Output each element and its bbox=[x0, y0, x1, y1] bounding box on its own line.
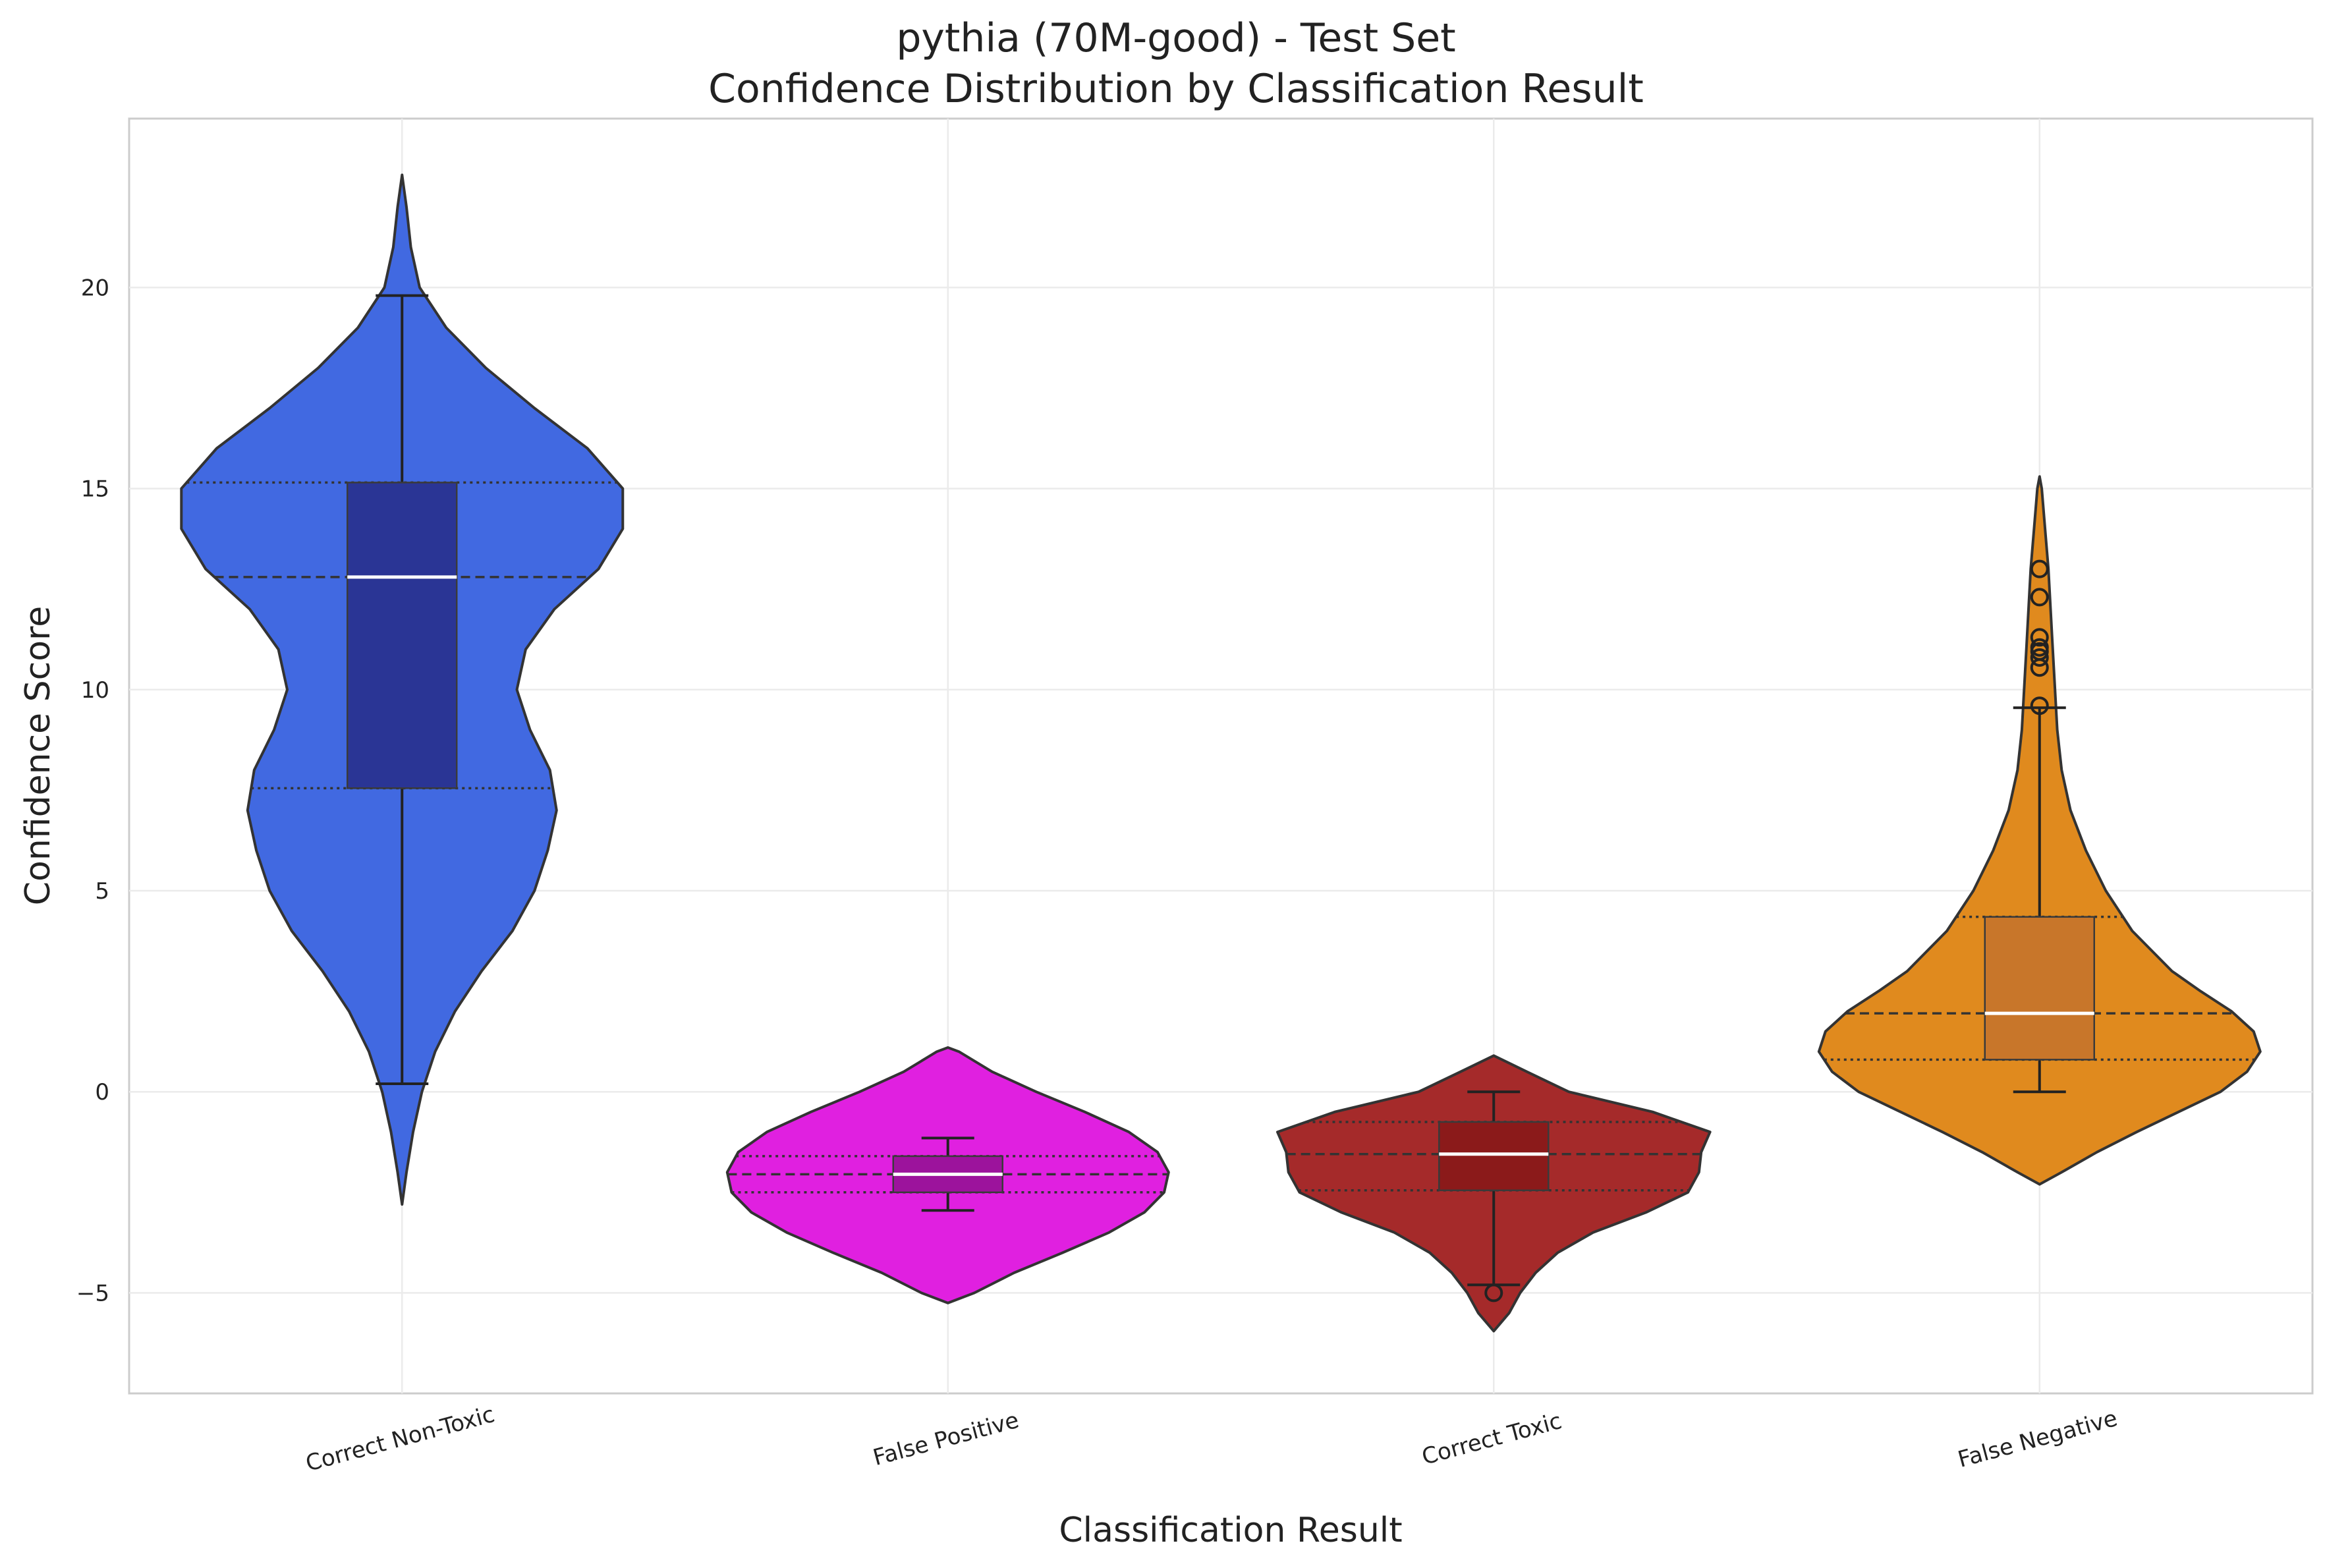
x-tick-label: False Positive bbox=[870, 1407, 1022, 1471]
y-axis-ticks: −5 0 5 10 15 20 bbox=[76, 275, 109, 1306]
outlier-point bbox=[1484, 1283, 1503, 1302]
outlier-point bbox=[2030, 638, 2049, 657]
y-tick-label: 5 bbox=[95, 878, 109, 905]
outlier-point bbox=[2030, 696, 2049, 715]
title-group: pythia (70M-good) - Test Set Confidence … bbox=[708, 15, 1644, 112]
x-tick-label: Correct Toxic bbox=[1419, 1408, 1565, 1470]
outlier-point bbox=[2030, 588, 2049, 607]
y-tick-label: 10 bbox=[81, 677, 109, 704]
outlier-point bbox=[2030, 648, 2049, 667]
iqr-box bbox=[1984, 916, 2095, 1061]
x-tick-label: Correct Non-Toxic bbox=[303, 1401, 497, 1477]
x-tick-label: False Negative bbox=[1955, 1405, 2121, 1473]
violin-false-negative bbox=[1817, 475, 2262, 1186]
violin-correct-non-toxic bbox=[180, 173, 625, 1206]
iqr-box bbox=[1438, 1121, 1550, 1191]
chart-title: pythia (70M-good) - Test Set bbox=[896, 15, 1455, 61]
violin-false-positive bbox=[725, 1046, 1170, 1304]
y-tick-label: 15 bbox=[81, 476, 109, 503]
iqr-box bbox=[347, 482, 458, 789]
outlier-point bbox=[2030, 559, 2049, 578]
x-axis-ticks: Correct Non-Toxic False Positive Correct T… bbox=[303, 1401, 2120, 1477]
y-axis-title: Confidence Score bbox=[18, 606, 58, 906]
violin-correct-toxic bbox=[1276, 1054, 1712, 1333]
outlier-point bbox=[2030, 628, 2049, 647]
x-axis-title: Classification Result bbox=[1059, 1511, 1402, 1550]
y-tick-label: 0 bbox=[95, 1079, 109, 1106]
y-tick-label: 20 bbox=[81, 275, 109, 301]
violins bbox=[180, 173, 2262, 1333]
y-tick-label: −5 bbox=[76, 1280, 109, 1306]
chart-subtitle: Confidence Distribution by Classificatio… bbox=[708, 66, 1644, 112]
